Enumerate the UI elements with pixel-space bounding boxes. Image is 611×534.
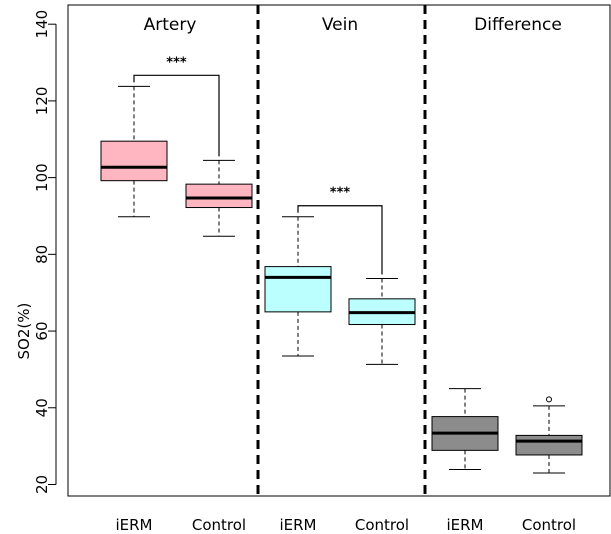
box-control xyxy=(185,183,253,209)
x-tick-label: iERM xyxy=(279,516,316,534)
x-tick-label: Control xyxy=(355,516,409,534)
group-title: Vein xyxy=(322,15,358,35)
y-tick-label: 40 xyxy=(33,398,51,417)
y-tick-label: 140 xyxy=(33,10,51,39)
y-tick-label: 60 xyxy=(33,322,51,341)
y-tick-label: 20 xyxy=(33,475,51,494)
y-tick-label: 120 xyxy=(33,87,51,116)
significance-bracket xyxy=(297,205,383,275)
x-tick-label: Control xyxy=(522,516,576,534)
box-ierm xyxy=(264,266,332,313)
x-tick-label: iERM xyxy=(446,516,483,534)
x-tick-label: iERM xyxy=(115,516,152,534)
box-ierm xyxy=(100,140,168,182)
group-title: Difference xyxy=(474,15,562,35)
x-tick-label: Control xyxy=(192,516,246,534)
y-tick-label: 100 xyxy=(33,163,51,192)
outlier-point xyxy=(546,396,552,403)
significance-label: *** xyxy=(166,55,187,70)
group-title: Artery xyxy=(144,15,197,35)
y-tick-label: 80 xyxy=(33,245,51,264)
significance-bracket xyxy=(133,74,220,157)
box-control xyxy=(515,434,583,456)
significance-label: *** xyxy=(330,186,351,201)
plot-frame xyxy=(67,4,611,497)
y-axis-label: SO2(%) xyxy=(15,303,33,360)
